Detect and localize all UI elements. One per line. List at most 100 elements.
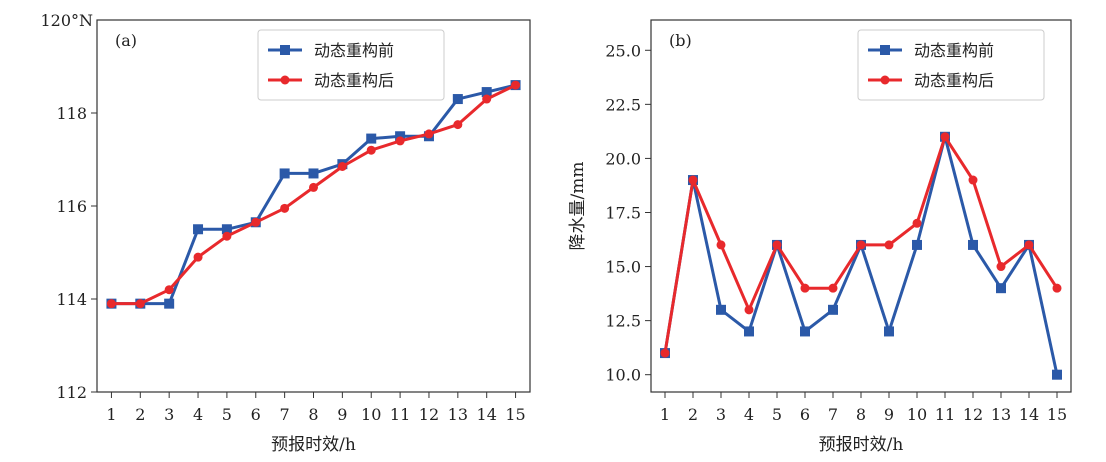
chart-a-legend-entry-after: 动态重构后 (268, 71, 394, 90)
chart-b-series-before-point (800, 326, 810, 337)
chart-b-series-after-point (968, 175, 978, 185)
chart-b-x-tick-label: 7 (828, 405, 838, 424)
chart-b-y-tick-label: 15.0 (605, 258, 641, 277)
chart-a-series-before-point (164, 298, 175, 309)
chart-b-x-tick-label: 6 (800, 405, 810, 424)
chart-b-x-tick-label: 11 (935, 405, 955, 424)
chart-a-x-tick-label: 5 (222, 405, 232, 424)
chart-b-panel: 10.012.515.017.520.022.525.01 2 3 4 5 6 7 8 9 10 1… (568, 19, 1072, 455)
chart-b-x-tick-label: 14 (1019, 405, 1039, 424)
chart-a-legend-entry-before-swatch-marker (280, 45, 290, 55)
chart-a-x-tick-label: 1 (106, 405, 116, 424)
chart-a-x-tick-label: 15 (505, 405, 525, 424)
chart-b-y-tick-label: 12.5 (605, 312, 641, 331)
chart-a-series-before-point (279, 168, 290, 179)
chart-b-x-tick-label: 2 (688, 405, 698, 424)
chart-a-series-after-point (135, 299, 145, 309)
chart-a-y-top-label: 120°N (40, 11, 93, 30)
chart-a-series-after-line (111, 83, 517, 306)
chart-b-y-tick-label: 10.0 (605, 366, 641, 385)
chart-a-series-after-point (424, 129, 434, 139)
chart-a-series-after-point (482, 94, 492, 104)
chart-a-legend-entry-before: 动态重构前 (268, 41, 394, 60)
chart-b-x-axis-label: 预报时效/h (819, 435, 904, 455)
chart-a-series-after (106, 80, 521, 309)
chart-a-x-tick-label: 2 (135, 405, 145, 424)
chart-b-legend-entry-after-swatch-marker (880, 75, 890, 85)
chart-a-series-after-point (366, 145, 376, 155)
chart-b-y-tick-label: 25.0 (605, 41, 641, 60)
chart-b-series-after-point (828, 283, 838, 293)
chart-a-series-before-point (452, 94, 463, 105)
chart-b-legend-box (857, 29, 1045, 101)
chart-a-series-before (106, 80, 521, 309)
chart-a-x-tick-label: 3 (164, 405, 174, 424)
chart-b-series-after-point (660, 348, 670, 358)
chart-b-series-after-point (912, 218, 922, 228)
chart-a-y-tick-label: 114 (56, 290, 87, 309)
chart-b-series-after-point (688, 175, 698, 185)
chart-a-legend-entry-after-swatch-marker (280, 75, 290, 85)
chart-a-legend-entry-after-label: 动态重构后 (314, 71, 394, 90)
chart-a-x-tick-label: 8 (308, 405, 318, 424)
chart-b-series-after-point (940, 132, 950, 142)
chart-b-series-after (660, 132, 1062, 358)
chart-b-series-before-point (968, 239, 978, 250)
chart-a-y-tick-label: 118 (56, 104, 87, 123)
chart-a-series-after-point (251, 217, 261, 227)
chart-a-x-tick-label: 6 (251, 405, 261, 424)
chart-a-series-before-point (366, 133, 377, 144)
chart-a-x-tick-label: 12 (419, 405, 439, 424)
chart-a-x-tick-label: 7 (280, 405, 290, 424)
chart-a-series-after-point (453, 120, 463, 130)
chart-b-series-after-point (996, 262, 1006, 272)
chart-a-x-tick-label: 11 (390, 405, 410, 424)
chart-b-series-before-point (912, 239, 922, 250)
chart-b-legend-entry-after: 动态重构后 (868, 71, 994, 90)
chart-a-series-after-point (309, 182, 318, 192)
chart-b-x-tick-label: 13 (991, 405, 1011, 424)
chart-b-x-tick-label: 9 (884, 405, 894, 424)
chart-a-series-before-point (395, 131, 406, 142)
chart-b-series-before-point (884, 326, 894, 337)
chart-b-series-after-point (800, 283, 810, 293)
chart-a-series-after-point (193, 252, 203, 262)
chart-b-legend-entry-before-label: 动态重构前 (914, 41, 994, 60)
chart-b-y-tick-label: 17.5 (605, 203, 641, 222)
chart-a-series-before-point (193, 224, 204, 235)
chart-a-panel-label: (a) (115, 31, 137, 50)
chart-b-x-tick-label: 3 (716, 405, 726, 424)
chart-a-y-tick-label: 112 (56, 383, 87, 402)
chart-b-series-after-point (744, 305, 754, 315)
chart-a-series-after-point (164, 285, 174, 295)
chart-a-x-tick-label: 4 (193, 405, 203, 424)
chart-a-x-tick-label: 14 (477, 405, 497, 424)
chart-a-legend-entry-before-label: 动态重构前 (314, 41, 394, 60)
chart-a-series-after-point (395, 136, 405, 146)
chart-b-series-before-point (828, 304, 838, 315)
chart-b-series-after-point (716, 240, 726, 250)
chart-a-legend-box (257, 29, 445, 101)
chart-a-series-after-point (337, 161, 347, 171)
chart-a-y-tick-label: 116 (56, 197, 87, 216)
chart-b-y-tick-label: 22.5 (605, 95, 641, 114)
chart-b-series-after-point (884, 240, 894, 250)
chart-b-series-before (660, 131, 1062, 380)
chart-a-series-after-point (106, 299, 116, 309)
chart-a-x-tick-label: 10 (361, 405, 381, 424)
chart-b-y-tick-label: 20.0 (605, 149, 641, 168)
chart-b-series-before-point (744, 326, 754, 337)
chart-a-series-after-point (222, 231, 232, 241)
chart-a-series-before-point (221, 224, 232, 235)
chart-a-x-tick-label: 13 (448, 405, 468, 424)
chart-b-x-tick-label: 12 (963, 405, 983, 424)
chart-b-x-tick-label: 15 (1047, 405, 1067, 424)
chart-b-x-tick-label: 1 (660, 405, 670, 424)
chart-b-x-tick-label: 10 (907, 405, 927, 424)
chart-a-series-after-point (280, 203, 290, 213)
chart-b-series-after-point (772, 240, 782, 250)
chart-a-series-before-point (481, 87, 492, 98)
